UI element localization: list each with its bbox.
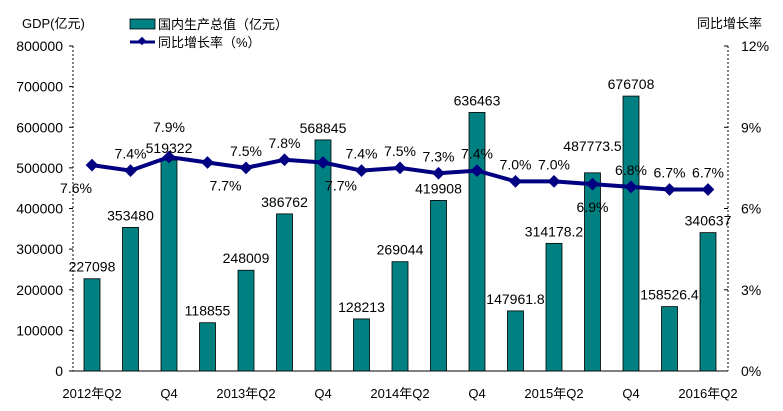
left-tick-label: 600000 [16,119,63,135]
growth-label: 7.6% [60,180,92,196]
x-tick-label: Q4 [314,386,331,401]
left-tick-label: 800000 [16,38,63,54]
gdp-bar-label: 676708 [608,76,655,92]
gdp-bar-label: 353480 [107,207,154,223]
gdp-bar-label: 314178.2 [525,223,584,239]
growth-point [393,161,407,175]
gdp-bar-label: 636463 [454,92,501,108]
right-tick-label: 6% [741,201,761,217]
gdp-bar-label: 568845 [300,120,347,136]
gdp-bar-label: 419908 [415,180,462,196]
gdp-bar-label: 128213 [338,299,385,315]
growth-point [470,164,484,177]
gdp-bar [468,112,486,372]
legend-line-label: 同比增长率（%） [158,35,261,50]
growth-label: 7.9% [153,119,185,135]
growth-point [701,183,715,196]
gdp-bar-label: 340637 [685,213,732,229]
legend-bar-swatch [129,18,156,30]
left-tick-label: 0 [55,363,63,379]
left-tick-label: 100000 [16,322,63,338]
gdp-bar [699,232,717,372]
gdp-bar [199,322,216,372]
growth-point [201,156,214,169]
left-tick-label: 400000 [16,201,63,217]
gdp-bar-label: 386762 [261,194,308,210]
growth-point [124,164,137,177]
growth-point [547,175,561,188]
left-tick-label: 700000 [16,79,63,95]
legend-bar-label: 国内生产总值（亿元） [158,17,288,32]
gdp-bar [545,242,563,372]
gdp-bar [507,310,524,372]
right-axis-title: 同比增长率 [697,16,762,31]
x-tick-label: Q4 [468,386,485,401]
right-tick-label: 0% [741,363,761,379]
growth-label: 6.8% [615,162,647,178]
growth-label: 7.0% [500,156,532,172]
growth-label: 7.8% [269,135,301,151]
growth-point [239,161,253,175]
growth-point [162,150,176,164]
right-tick-label: 9% [741,119,761,135]
x-tick-label: 2016年Q2 [678,386,737,401]
gdp-bar-label: 487773.5 [563,138,622,154]
gdp-bar-label: 269044 [377,242,424,258]
growth-label: 6.7% [654,165,686,181]
gdp-bar [276,213,293,372]
growth-label: 7.5% [384,143,416,159]
right-tick-label: 3% [741,282,761,298]
growth-label: 6.9% [577,199,609,215]
left-tick-label: 300000 [16,241,63,257]
growth-label: 7.3% [423,148,455,164]
growth-point [316,156,330,169]
right-tick-label: 12% [741,38,769,54]
gdp-bar [584,172,601,372]
legend: 国内生产总值（亿元） 同比增长率（%） [129,17,288,50]
growth-label: 7.7% [325,177,357,193]
growth-label: 7.4% [115,146,147,162]
growth-label: 7.4% [346,146,378,162]
x-tick-label: 2012年Q2 [62,386,121,401]
x-tick-label: Q4 [622,386,639,401]
growth-point [509,175,522,188]
growth-point [432,166,445,180]
left-tick-label: 500000 [16,160,63,176]
growth-label: 7.4% [461,146,493,162]
gdp-bar-label: 248009 [223,250,270,266]
gdp-bar [160,159,178,372]
growth-label: 7.5% [230,143,262,159]
gdp-bar-label: 147961.8 [486,291,545,307]
gdp-bar-label: 519322 [146,140,193,156]
gdp-bar [122,226,139,372]
gdp-bar [391,261,409,372]
legend-line-marker [137,36,147,46]
x-tick-label: Q4 [160,386,177,401]
left-tick-label: 200000 [16,282,63,298]
growth-label: 7.7% [210,177,242,193]
growth-point [85,158,99,172]
gdp-bar [83,278,101,372]
gdp-bar [314,139,332,372]
growth-point [663,183,676,196]
x-tick-label: 2014年Q2 [370,386,429,401]
gdp-bar [661,306,678,372]
gdp-bar [353,318,370,372]
left-axis-title: GDP(亿元) [22,16,85,31]
growth-label: 6.7% [692,165,724,181]
gdp-bar-label: 227098 [69,259,116,275]
gdp-bar [622,95,640,372]
growth-point [278,153,291,167]
x-tick-label: 2013年Q2 [216,386,275,401]
gdp-bar-label: 158526.4 [640,287,699,303]
x-tick-label: 2015年Q2 [524,386,583,401]
growth-point [355,164,368,177]
gdp-bar [430,200,447,372]
growth-label: 7.0% [538,156,570,172]
gdp-bar [237,269,255,372]
gdp-bar-label: 118855 [185,303,231,319]
